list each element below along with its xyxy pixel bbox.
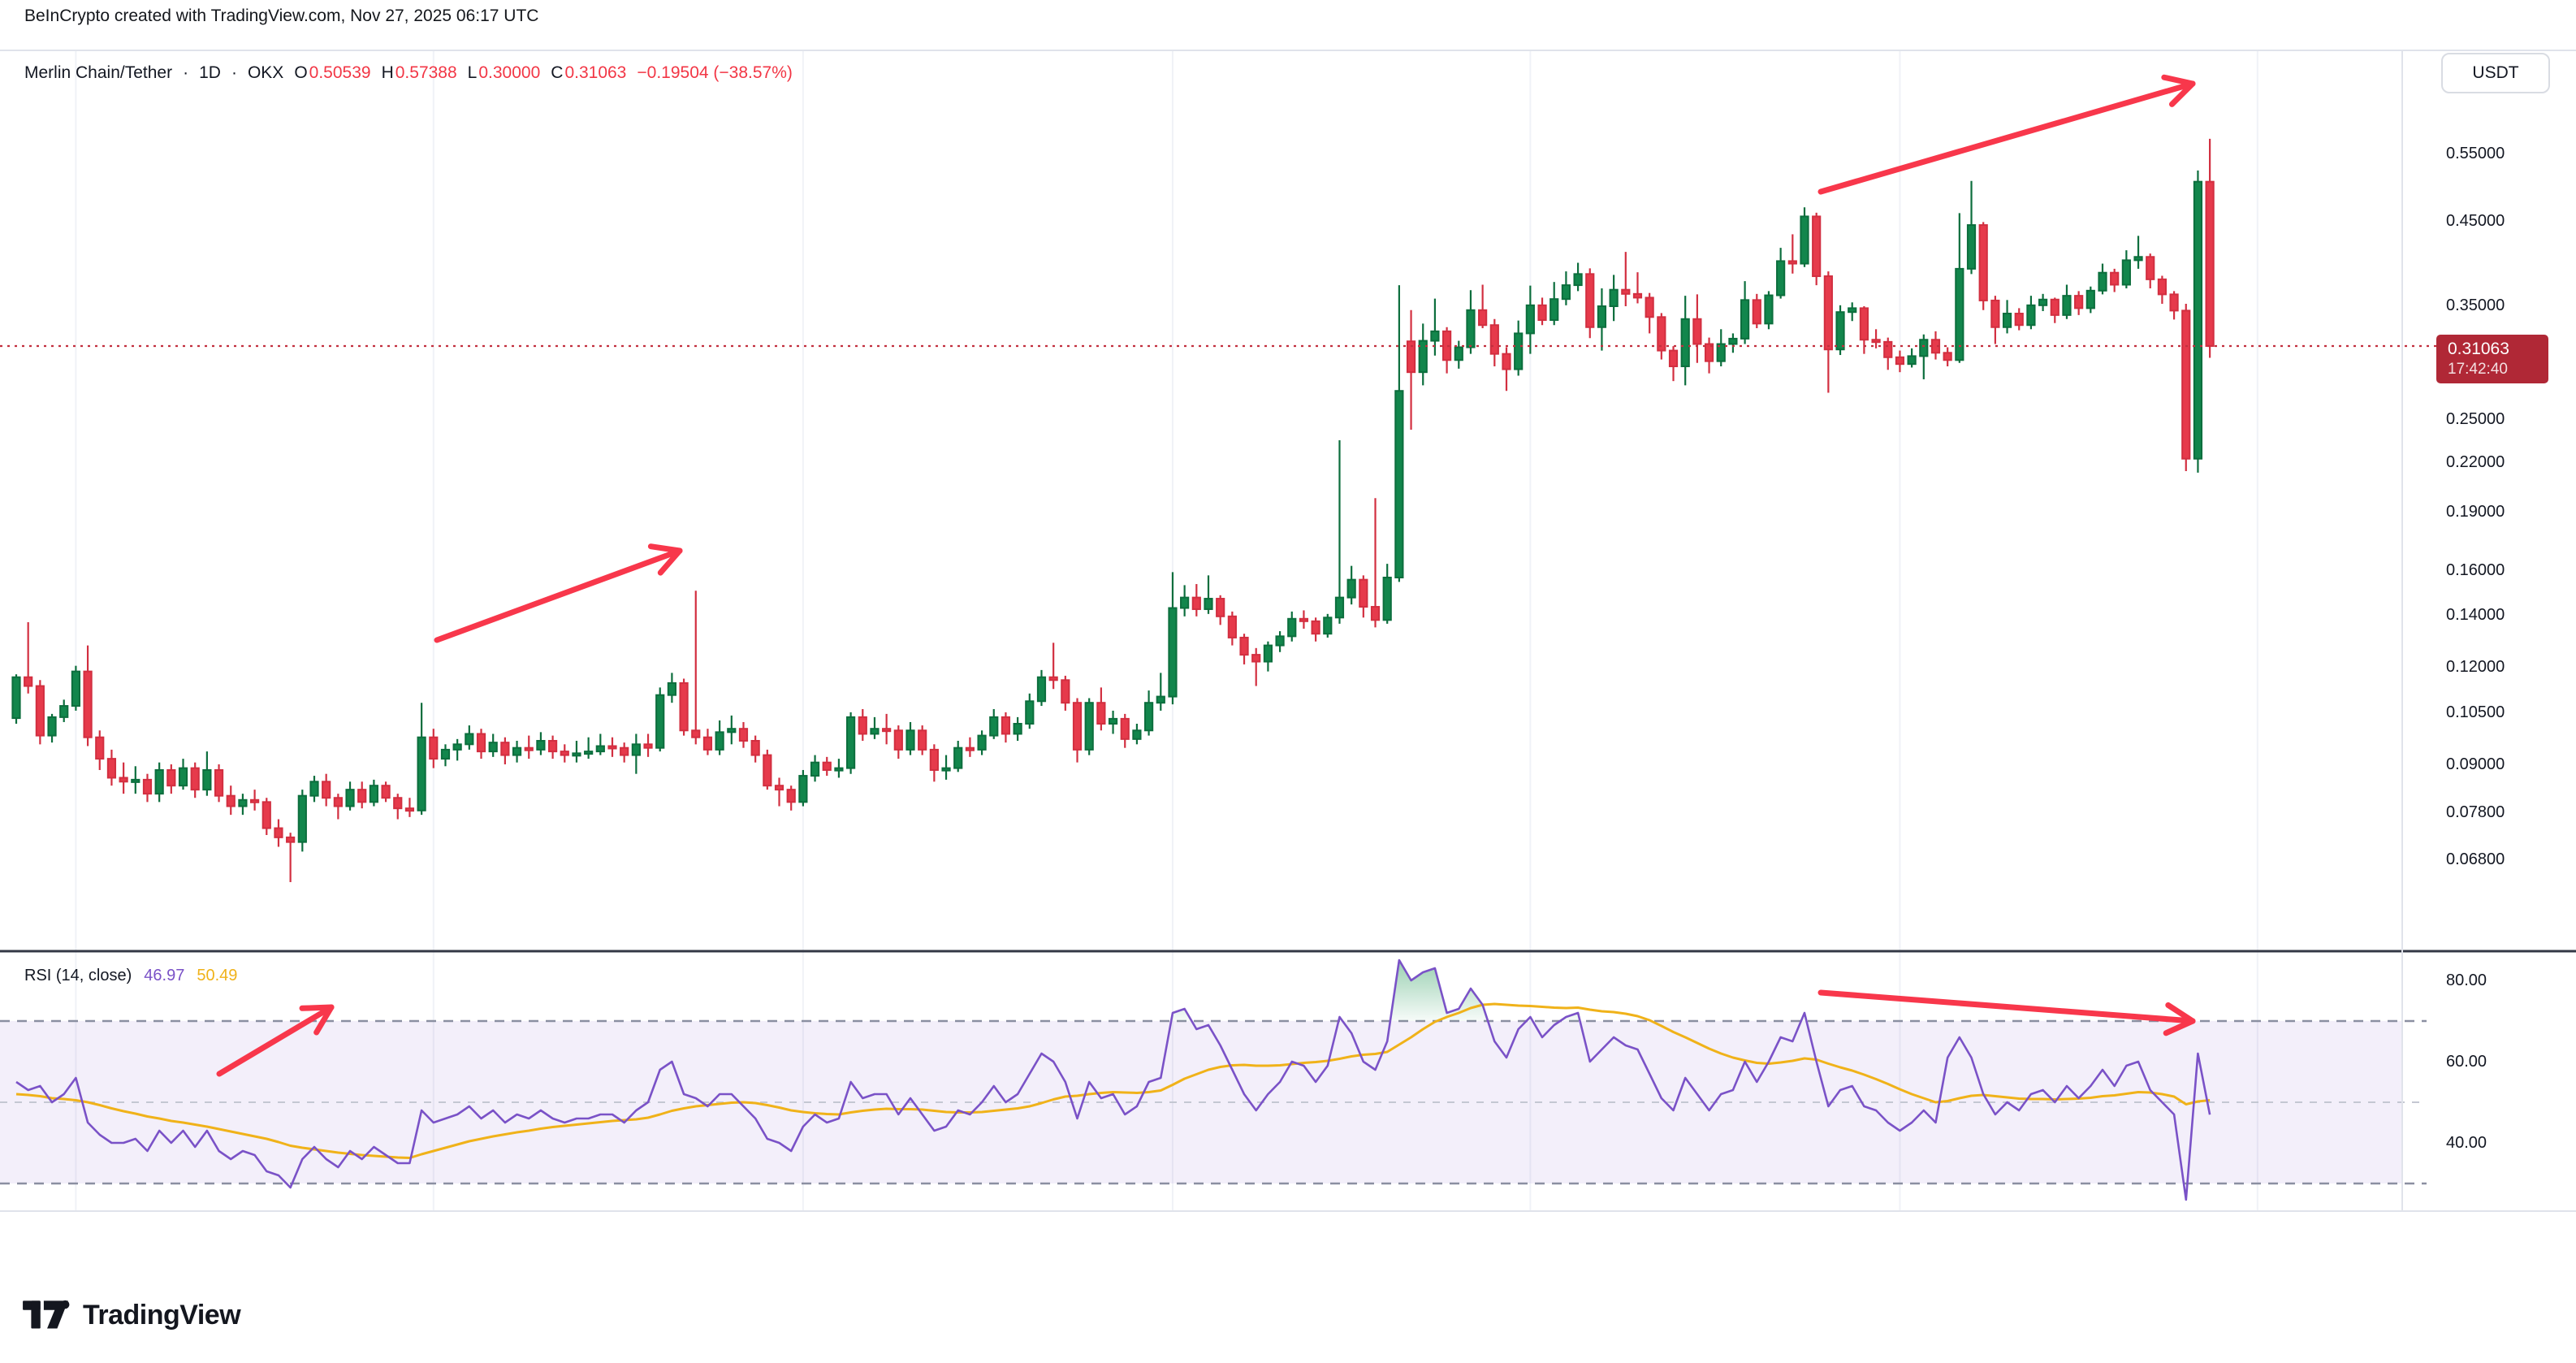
trend-arrow[interactable]: [1817, 989, 2196, 1036]
ohlc-close: C 0.31063: [551, 63, 627, 82]
symbol-legend: Merlin Chain/Tether · 1D · OKX O 0.50539…: [24, 63, 793, 83]
price-axis-label: 0.35000: [2446, 296, 2505, 315]
rsi-title: RSI (14, close): [24, 967, 132, 984]
rsi-ma-value: 50.49: [197, 967, 238, 984]
rsi-axis-label: 40.00: [2446, 1134, 2487, 1152]
price-axis-label: 0.12000: [2446, 658, 2505, 677]
price-axis-label: 0.19000: [2446, 503, 2505, 521]
bar-countdown: 17:42:40: [2448, 361, 2508, 379]
rsi-value: 46.97: [144, 967, 185, 984]
ohlc-high: H 0.57388: [381, 63, 457, 82]
price-axis-label: 0.55000: [2446, 144, 2505, 162]
price-axis-label: 0.10500: [2446, 703, 2505, 721]
tradingview-logo-mark: [23, 1300, 70, 1329]
last-price-label: 0.31063 17:42:40: [2436, 335, 2548, 384]
trend-arrow[interactable]: [434, 543, 683, 643]
change-value: −0.19504 (−38.57%): [637, 63, 793, 82]
price-axis-label: 0.14000: [2446, 606, 2505, 625]
separator-dot: ·: [231, 63, 237, 82]
price-axis-label: 0.07800: [2446, 803, 2505, 822]
trend-arrow[interactable]: [216, 1004, 335, 1077]
rsi-axis-label: 80.00: [2446, 971, 2487, 989]
rsi-axis-label: 60.00: [2446, 1053, 2487, 1071]
ohlc-low: L 0.30000: [467, 63, 541, 82]
price-axis-label: 0.25000: [2446, 410, 2505, 429]
interval-label[interactable]: 1D: [199, 63, 221, 82]
attribution-text: BeInCrypto created with TradingView.com,…: [24, 6, 539, 25]
tradingview-logo-text: TradingView: [83, 1299, 241, 1331]
last-price-value: 0.31063: [2448, 340, 2509, 359]
price-axis-label: 0.09000: [2446, 755, 2505, 773]
symbol-title[interactable]: Merlin Chain/Tether: [24, 63, 173, 82]
price-axis-label: 0.22000: [2446, 453, 2505, 472]
time-axis[interactable]: JunJulAugSepOctNovDec: [0, 1212, 2402, 1248]
rsi-indicator-legend[interactable]: RSI (14, close) 46.97 50.49: [24, 967, 237, 985]
separator-dot: ·: [183, 63, 189, 82]
price-axis-label: 0.06800: [2446, 850, 2505, 868]
currency-toggle-button[interactable]: USDT: [2441, 53, 2550, 93]
price-axis-label: 0.16000: [2446, 560, 2505, 579]
tradingview-logo[interactable]: TradingView: [21, 1296, 241, 1334]
price-axis-label: 0.45000: [2446, 211, 2505, 230]
exchange-label: OKX: [247, 63, 284, 82]
trend-arrow[interactable]: [1817, 74, 2196, 195]
ohlc-open: O 0.50539: [294, 63, 371, 82]
